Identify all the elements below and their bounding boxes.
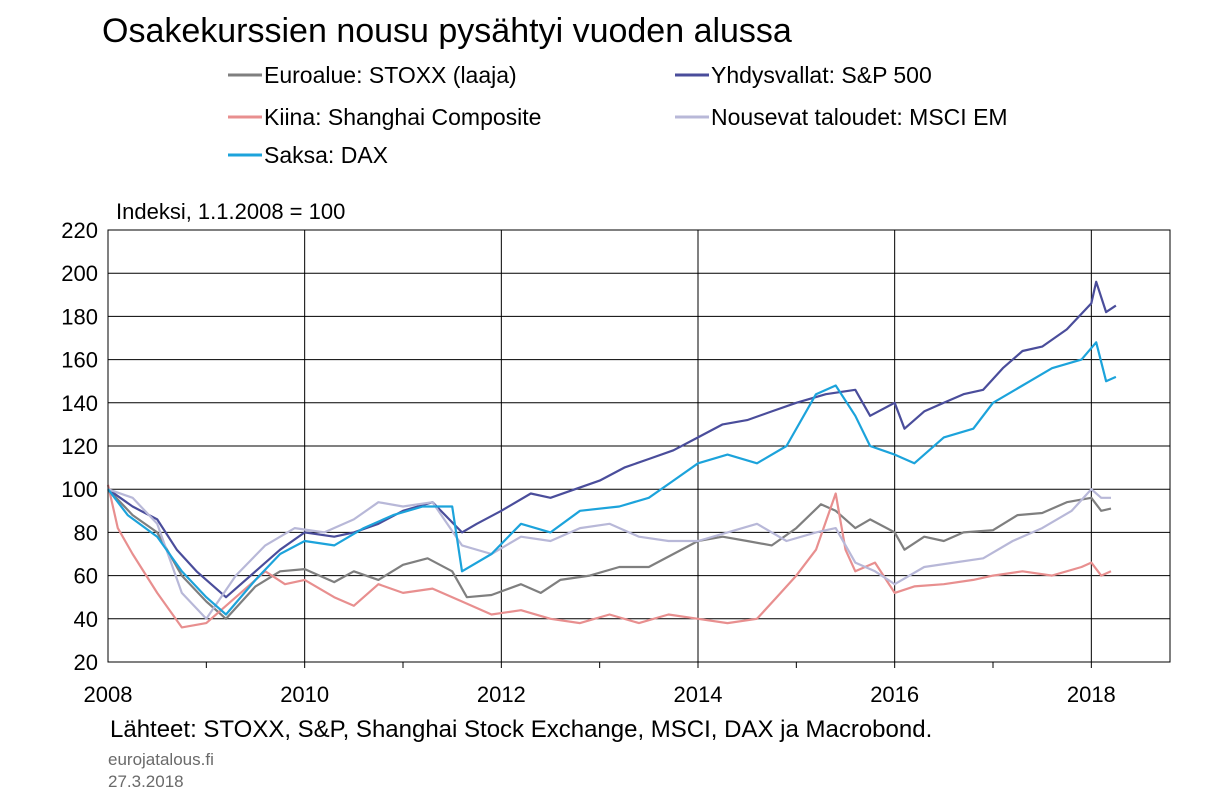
y-tick-label: 100	[61, 477, 98, 502]
x-tick-label: 2014	[674, 682, 723, 707]
legend-label: Saksa: DAX	[264, 142, 388, 168]
x-tick-label: 2018	[1067, 682, 1116, 707]
legend-label: Yhdysvallat: S&P 500	[711, 62, 932, 88]
date-label: 27.3.2018	[108, 772, 184, 791]
series-line-2	[106, 484, 1112, 629]
series-line-1	[107, 280, 1117, 599]
y-tick-label: 180	[61, 304, 98, 329]
legend-label: Nousevat taloudet: MSCI EM	[711, 104, 1008, 130]
legend-label: Euroalue: STOXX (laaja)	[264, 62, 517, 88]
site-label: eurojatalous.fi	[108, 750, 214, 769]
series-line-3	[107, 488, 1111, 620]
y-tick-label: 160	[61, 348, 98, 373]
legend-label: Kiina: Shanghai Composite	[264, 104, 541, 130]
x-tick-label: 2016	[870, 682, 919, 707]
y-tick-label: 140	[61, 391, 98, 416]
x-tick-label: 2008	[84, 682, 133, 707]
series-lines	[106, 280, 1117, 629]
y-axis: 20 40 60 80 100 120 140 160 180 200 220	[61, 218, 98, 675]
plot-frame	[107, 229, 1171, 663]
gridlines	[108, 230, 1170, 662]
x-tick-label: 2010	[280, 682, 329, 707]
y-tick-label: 20	[74, 650, 98, 675]
y-tick-label: 220	[61, 218, 98, 243]
y-tick-label: 200	[61, 261, 98, 286]
y-tick-label: 40	[74, 607, 98, 632]
y-tick-label: 120	[61, 434, 98, 459]
x-axis: 2008 2010 2012 2014 2016 2018	[84, 662, 1116, 707]
series-line-0	[107, 488, 1112, 620]
y-tick-label: 60	[74, 564, 98, 589]
source-text: Lähteet: STOXX, S&P, Shanghai Stock Exch…	[110, 716, 932, 743]
y-axis-label: Indeksi, 1.1.2008 = 100	[116, 199, 345, 224]
chart-legend: Euroalue: STOXX (laaja) Yhdysvallat: S&P …	[228, 62, 1008, 168]
series-line-4	[107, 341, 1117, 616]
y-tick-label: 80	[74, 520, 98, 545]
chart-title: Osakekurssien nousu pysähtyi vuoden alus…	[102, 12, 792, 50]
x-tick-label: 2012	[477, 682, 526, 707]
